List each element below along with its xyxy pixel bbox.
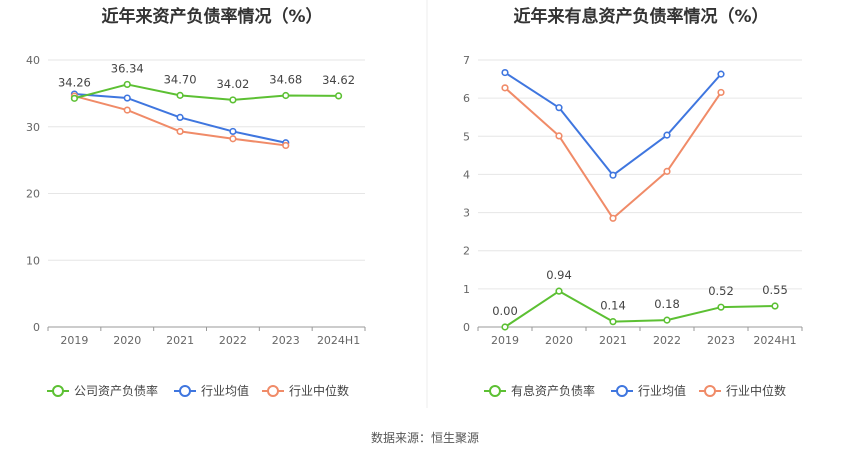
data-point bbox=[123, 94, 131, 102]
data-point bbox=[229, 135, 237, 143]
data-point bbox=[717, 88, 725, 97]
y-tick-label: 0 bbox=[463, 321, 470, 334]
x-tick-label: 2019 bbox=[60, 334, 88, 347]
legend-item[interactable]: 行业均值 bbox=[174, 383, 249, 398]
legend-swatch-marker bbox=[52, 385, 64, 397]
data-point bbox=[229, 127, 237, 136]
data-label: 0.18 bbox=[654, 297, 680, 311]
data-point bbox=[176, 113, 184, 122]
series-line bbox=[504, 290, 776, 328]
chart-title: 近年来有息资产负债率情况（%） bbox=[513, 6, 768, 27]
x-tick-label: 2021 bbox=[599, 334, 627, 347]
x-tick-label: 2023 bbox=[272, 334, 300, 347]
data-point bbox=[501, 323, 509, 331]
legend-label: 行业中位数 bbox=[726, 383, 786, 398]
data-point bbox=[609, 318, 617, 326]
x-tick-label: 2022 bbox=[653, 334, 681, 347]
x-tick-label: 2019 bbox=[491, 334, 519, 347]
data-label: 34.02 bbox=[216, 77, 249, 91]
data-point bbox=[609, 171, 617, 179]
x-tick-label: 2023 bbox=[707, 334, 735, 347]
data-point bbox=[555, 104, 563, 112]
y-tick-label: 1 bbox=[463, 283, 470, 296]
y-tick-label: 4 bbox=[463, 168, 470, 181]
interest-debt-ratio-chart: 近年来有息资产负债率情况（%） 0 1 2 3 4 5 6 7 2019 2020 2021 2022 2… bbox=[463, 6, 803, 398]
data-point bbox=[717, 70, 725, 78]
series-line bbox=[74, 83, 339, 101]
data-point bbox=[501, 84, 509, 92]
data-label: 0.00 bbox=[492, 304, 518, 318]
y-tick-label: 30 bbox=[26, 121, 40, 134]
legend-label: 公司资产负债率 bbox=[74, 383, 158, 398]
data-label: 0.94 bbox=[546, 268, 572, 282]
data-point bbox=[282, 91, 290, 100]
data-label: 0.52 bbox=[708, 284, 734, 298]
source-note: 数据来源：恒生聚源 bbox=[371, 430, 479, 445]
data-point bbox=[123, 80, 131, 89]
legend-item[interactable]: 行业均值 bbox=[611, 383, 686, 398]
x-tick-label: 2024H1 bbox=[317, 334, 360, 347]
data-label: 34.26 bbox=[58, 75, 91, 89]
y-tick-label: 0 bbox=[33, 321, 40, 334]
data-point bbox=[501, 68, 509, 77]
x-tick-label: 2024H1 bbox=[753, 334, 796, 347]
legend-swatch-marker bbox=[616, 385, 628, 397]
series-line bbox=[504, 87, 722, 220]
x-tick-label: 2020 bbox=[113, 334, 141, 347]
data-label: 0.55 bbox=[762, 283, 788, 297]
legend-swatch-marker bbox=[179, 385, 191, 397]
data-point bbox=[663, 131, 671, 139]
legend-swatch-marker bbox=[489, 385, 501, 397]
data-point bbox=[282, 141, 290, 150]
data-point bbox=[229, 96, 237, 104]
data-point bbox=[663, 316, 671, 324]
legend-item[interactable]: 有息资产负债率 bbox=[484, 383, 595, 398]
data-label: 34.68 bbox=[269, 73, 302, 87]
legend-label: 有息资产负债率 bbox=[511, 383, 595, 398]
debt-ratio-chart: 近年来资产负债率情况（%） 0 10 20 30 40 2019 2020 2021 2022 20… bbox=[26, 6, 366, 398]
x-tick-label: 2021 bbox=[166, 334, 194, 347]
y-tick-label: 7 bbox=[463, 54, 470, 67]
legend-swatch-marker bbox=[267, 385, 279, 397]
legend-item[interactable]: 行业中位数 bbox=[699, 383, 786, 398]
legend-item[interactable]: 行业中位数 bbox=[262, 383, 349, 398]
data-point bbox=[176, 91, 184, 99]
y-tick-label: 20 bbox=[26, 188, 40, 201]
data-point bbox=[717, 303, 725, 311]
data-label: 34.62 bbox=[322, 73, 355, 87]
y-tick-label: 3 bbox=[463, 207, 470, 220]
data-point bbox=[70, 94, 79, 102]
data-point bbox=[771, 302, 779, 310]
data-point bbox=[176, 127, 184, 136]
chart-title: 近年来资产负债率情况（%） bbox=[101, 6, 322, 27]
legend-label: 行业均值 bbox=[638, 383, 686, 398]
y-tick-label: 40 bbox=[26, 54, 40, 67]
data-label: 36.34 bbox=[111, 61, 144, 75]
legend-item[interactable]: 公司资产负债率 bbox=[47, 383, 158, 398]
data-point bbox=[334, 92, 343, 100]
y-tick-label: 5 bbox=[463, 130, 470, 143]
y-tick-label: 6 bbox=[463, 92, 470, 105]
data-point bbox=[555, 132, 563, 140]
legend-label: 行业均值 bbox=[201, 383, 249, 398]
x-tick-label: 2022 bbox=[219, 334, 247, 347]
y-tick-label: 10 bbox=[26, 254, 40, 267]
y-tick-label: 2 bbox=[463, 245, 470, 258]
series-line bbox=[504, 71, 722, 177]
data-point bbox=[663, 167, 671, 175]
data-label: 34.70 bbox=[164, 72, 197, 86]
legend-swatch-marker bbox=[704, 385, 716, 397]
data-label: 0.14 bbox=[600, 299, 626, 313]
data-point bbox=[555, 287, 563, 295]
data-point bbox=[609, 214, 617, 222]
x-tick-label: 2020 bbox=[545, 334, 573, 347]
legend-label: 行业中位数 bbox=[289, 383, 349, 398]
data-point bbox=[123, 106, 131, 114]
